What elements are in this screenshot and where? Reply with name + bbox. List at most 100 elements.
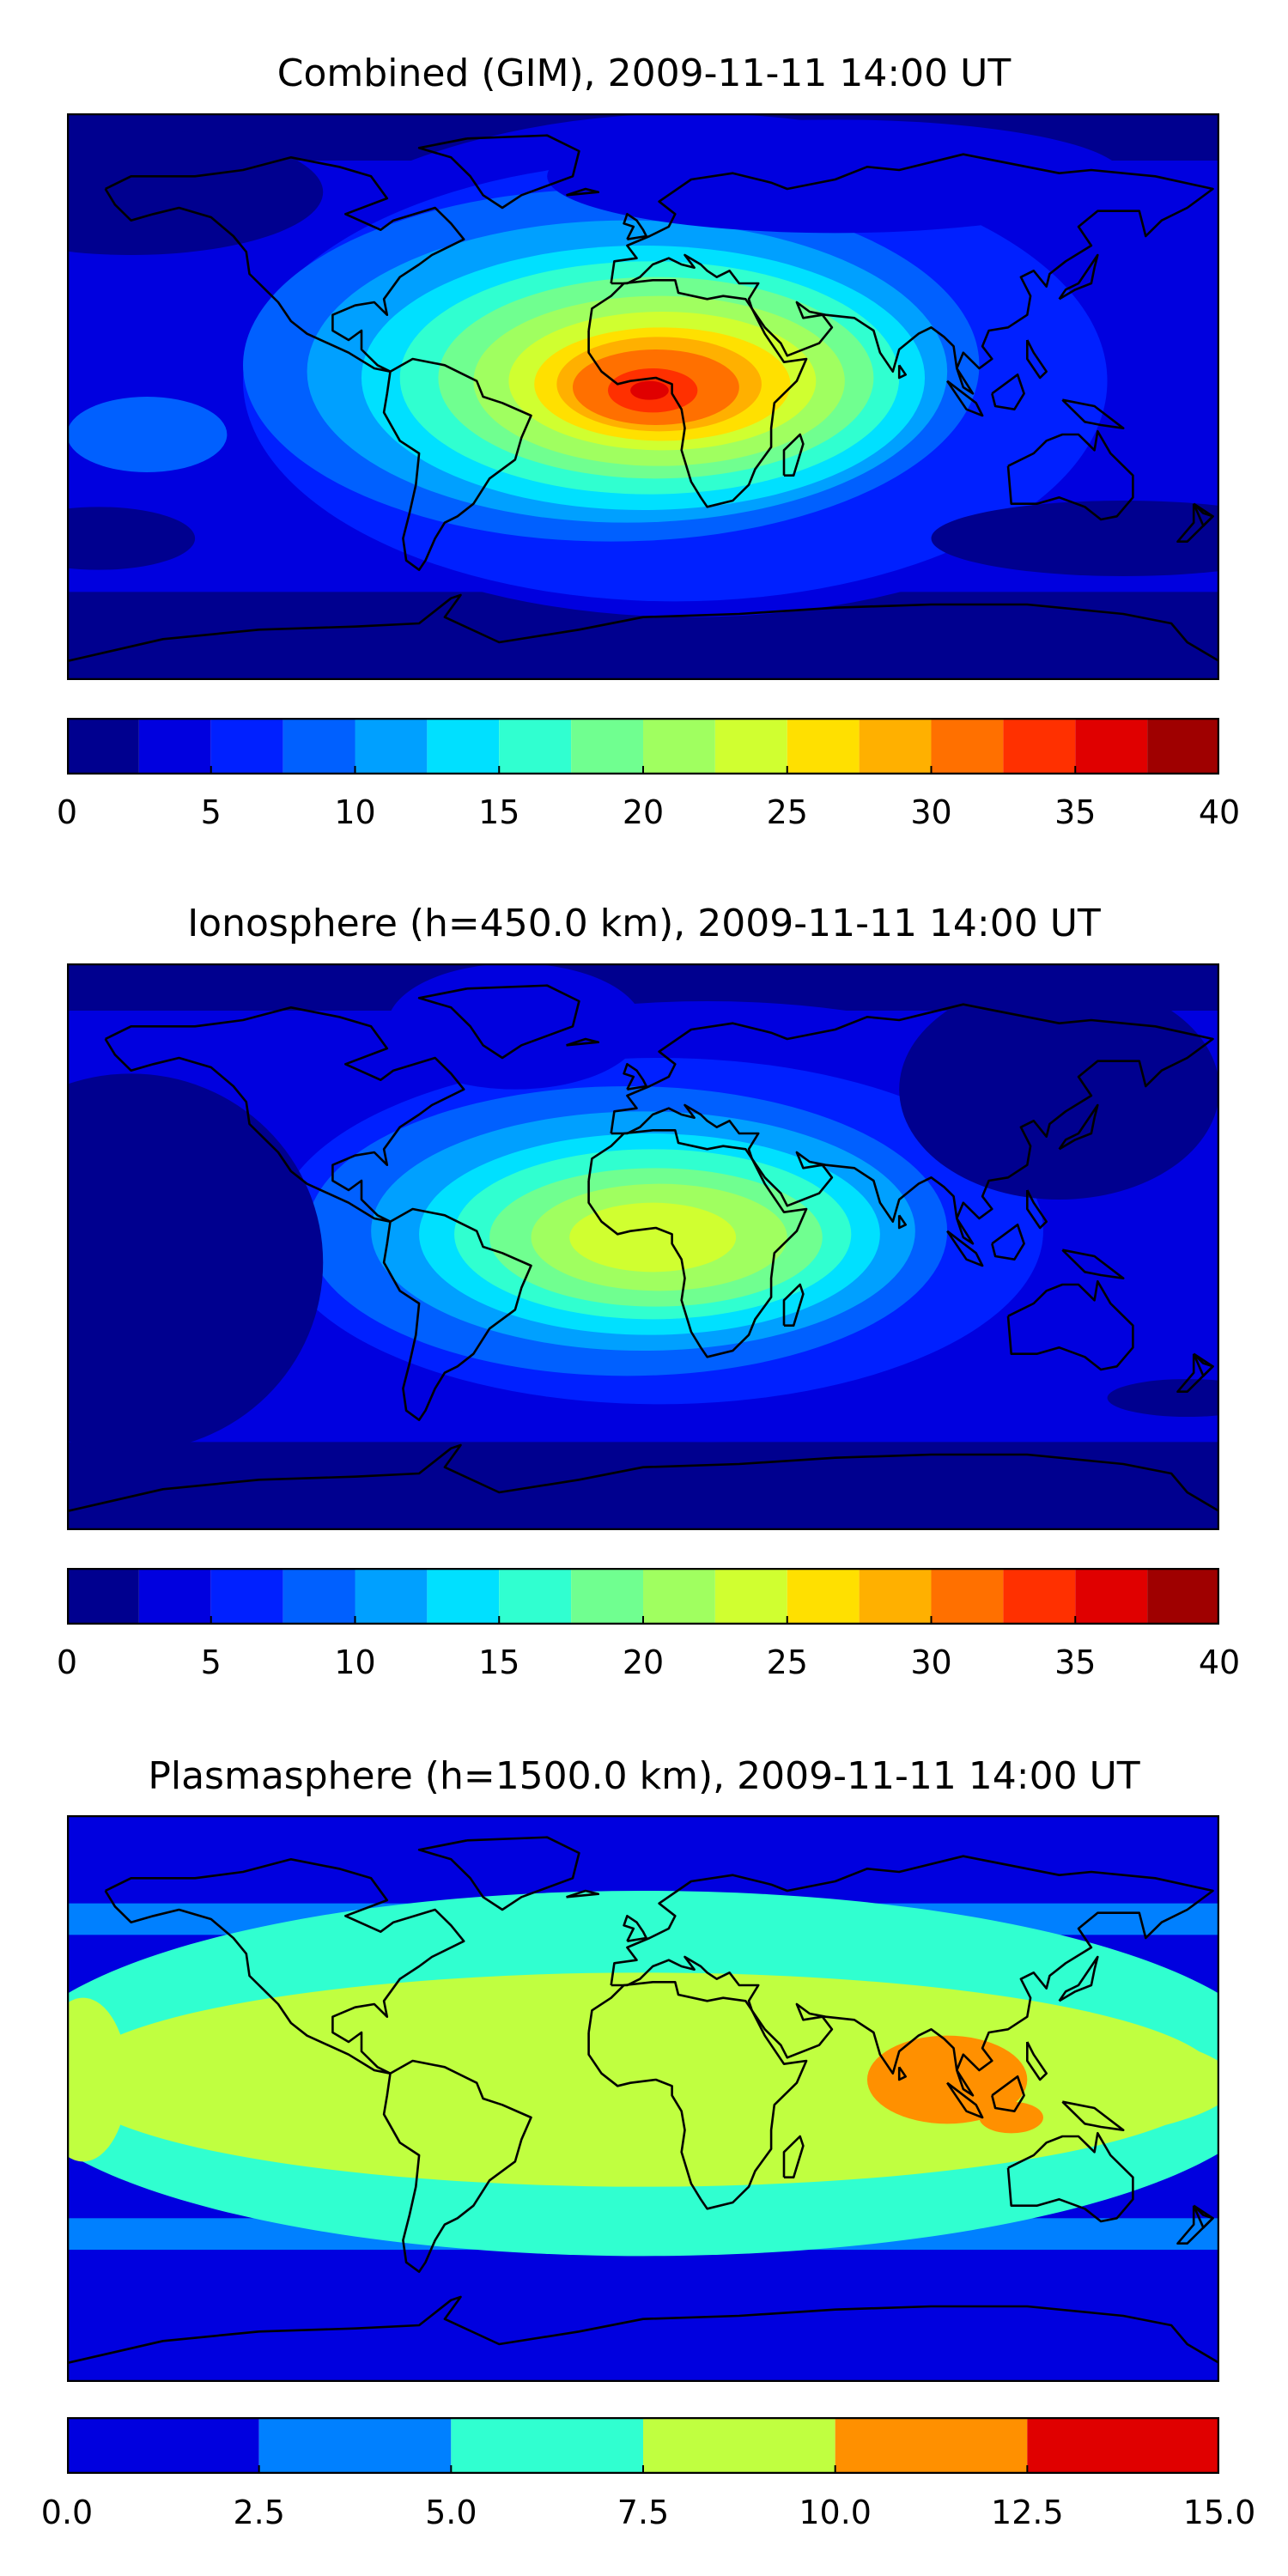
colorbar-segment xyxy=(499,1568,572,1625)
colorbar-segment xyxy=(1075,718,1148,775)
coastline-new-zealand-north xyxy=(1193,2204,1214,2229)
colorbar-segment xyxy=(210,1568,283,1625)
coastline-africa xyxy=(587,279,808,508)
colorbar-segment xyxy=(931,1568,1004,1625)
coastline-japan xyxy=(1058,1955,1099,2002)
panel-1-title: Combined (GIM), 2009-11-11 14:00 UT xyxy=(276,52,1012,95)
coastline-uk xyxy=(623,213,648,240)
coastline-new-guinea xyxy=(1061,2100,1125,2132)
coastline-africa xyxy=(587,1981,808,2210)
colorbar-segment xyxy=(714,1568,787,1625)
colorbar-segment xyxy=(67,1568,139,1625)
colorbar-segment xyxy=(283,1568,355,1625)
coastline-greenland xyxy=(417,134,580,210)
colorbar-tick-label: 15.0 xyxy=(1182,2494,1256,2531)
colorbar-segment xyxy=(931,718,1004,775)
panel-2-title: Ionosphere (h=450.0 km), 2009-11-11 14:0… xyxy=(187,902,1101,945)
colorbar-segment xyxy=(1147,1568,1219,1625)
colorbar-segment xyxy=(643,1568,715,1625)
coastline-borneo xyxy=(991,373,1025,411)
colorbar-tick-label: 10.0 xyxy=(799,2494,872,2531)
panel-2-colorbar xyxy=(67,1568,1219,1625)
coastline-madagascar xyxy=(782,1283,805,1327)
coastline-new-zealand xyxy=(1176,502,1214,544)
panel-1-colorbar xyxy=(67,718,1219,775)
coastline-sri-lanka xyxy=(897,364,908,380)
coastline-eurasia xyxy=(610,153,1214,395)
contour-band-north xyxy=(67,1815,1219,1904)
coastline-sri-lanka xyxy=(897,2066,908,2081)
coastline-greenland xyxy=(417,984,580,1060)
coastline-borneo xyxy=(991,2075,1025,2113)
coastline-antarctica xyxy=(67,593,1219,663)
colorbar-tick-label: 2.5 xyxy=(233,2494,285,2531)
colorbar-segment xyxy=(859,718,932,775)
colorbar-segment xyxy=(138,718,211,775)
colorbar-segment xyxy=(451,2417,643,2474)
colorbar-segment xyxy=(787,1568,860,1625)
coastline-new-zealand xyxy=(1176,2204,1214,2245)
colorbar-segment xyxy=(210,718,283,775)
coastline-eurasia xyxy=(610,1003,1214,1245)
colorbar-tick-label: 30 xyxy=(910,1643,952,1681)
contour-level-0 xyxy=(67,507,196,570)
colorbar-tick-label: 10 xyxy=(334,793,376,831)
contour-level-0 xyxy=(67,1073,324,1452)
contour-level-1 xyxy=(547,119,1124,234)
coastline-philippines xyxy=(1026,2041,1048,2081)
contour-band-south xyxy=(67,2250,1219,2382)
colorbar-segment xyxy=(138,1568,211,1625)
colorbar-segment xyxy=(355,718,428,775)
colorbar-tick-label: 5.0 xyxy=(425,2494,477,2531)
colorbar-segment xyxy=(427,1568,500,1625)
coastline-madagascar xyxy=(782,2135,805,2179)
colorbar-tick-label: 5 xyxy=(200,1643,222,1681)
coastline-philippines xyxy=(1026,1189,1048,1230)
contour-level-3 xyxy=(67,397,228,472)
colorbar-tick-label: 7.5 xyxy=(617,2494,670,2531)
colorbar-tick-label: 0 xyxy=(56,1643,78,1681)
coastline-eurasia xyxy=(610,1855,1214,2097)
coastline-australia xyxy=(1006,429,1134,521)
colorbar-segment xyxy=(1147,718,1219,775)
contour-band-south xyxy=(67,1442,1219,1530)
coastline-sumatra xyxy=(946,380,984,417)
coastline-australia xyxy=(1006,1279,1134,1371)
coastline-new-guinea xyxy=(1061,398,1125,430)
colorbar-segment xyxy=(571,718,643,775)
coastline-uk xyxy=(623,1915,648,1942)
coastline-japan xyxy=(1058,1103,1099,1151)
contour-level-0 xyxy=(899,979,1219,1200)
colorbar-tick-label: 40 xyxy=(1198,793,1241,831)
coastline-south-america xyxy=(382,357,532,572)
panel-3-title: Plasmasphere (h=1500.0 km), 2009-11-11 1… xyxy=(148,1754,1140,1798)
colorbar-tick-label: 0.0 xyxy=(40,2494,94,2531)
colorbar-segment xyxy=(499,718,572,775)
coastline-new-zealand-north xyxy=(1193,502,1214,527)
colorbar-segment xyxy=(427,718,500,775)
contour-level-3 xyxy=(67,1997,128,2162)
coastline-sri-lanka xyxy=(897,1214,908,1230)
colorbar-segment xyxy=(1075,1568,1148,1625)
coastline-new-guinea xyxy=(1061,1249,1125,1280)
colorbar-tick-label: 15 xyxy=(478,793,520,831)
colorbar-segment xyxy=(283,718,355,775)
coastline-iceland xyxy=(566,1889,600,1899)
colorbar-tick-label: 40 xyxy=(1198,1643,1241,1681)
coastline-australia xyxy=(1006,2131,1134,2223)
colorbar-segment xyxy=(355,1568,428,1625)
contour-level-0 xyxy=(67,129,324,255)
colorbar-tick-label: 35 xyxy=(1054,1643,1097,1681)
coastline-new-zealand-north xyxy=(1193,1352,1214,1377)
colorbar-tick-label: 25 xyxy=(766,793,808,831)
colorbar-tick-label: 35 xyxy=(1054,793,1097,831)
coastline-philippines xyxy=(1026,339,1048,380)
colorbar-segment xyxy=(643,718,715,775)
map-frame xyxy=(67,963,1219,1530)
coastline-madagascar xyxy=(782,433,805,477)
coastline-sumatra xyxy=(946,1230,984,1267)
colorbar-segment xyxy=(67,2417,259,2474)
panel-2-map xyxy=(67,963,1219,1530)
map-frame xyxy=(67,113,1219,680)
colorbar-segment xyxy=(787,718,860,775)
